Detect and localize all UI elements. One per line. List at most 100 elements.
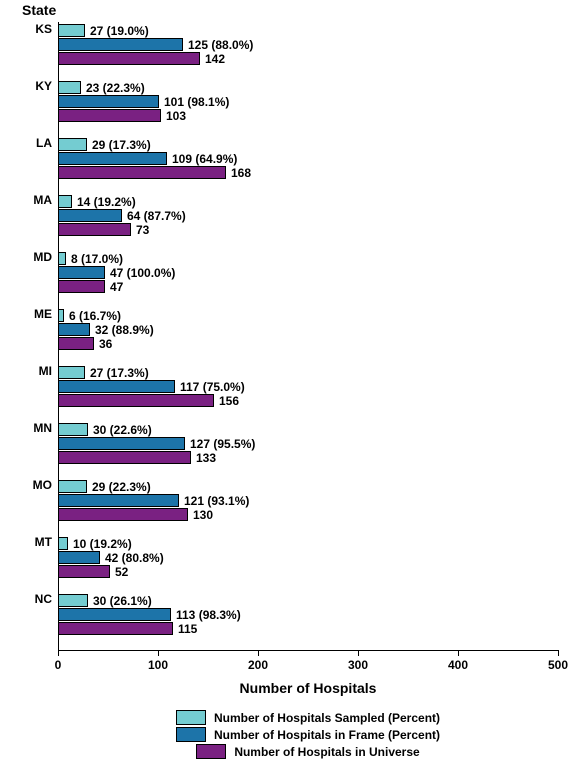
- bar-frame: [58, 38, 183, 51]
- x-tick: [358, 650, 359, 656]
- bar-label: 113 (98.3%): [176, 608, 241, 622]
- legend-label: Number of Hospitals Sampled (Percent): [214, 711, 440, 725]
- bar-universe: [58, 508, 188, 521]
- bar-frame: [58, 608, 171, 621]
- bar-label: 30 (26.1%): [93, 594, 152, 608]
- bar-label: 8 (17.0%): [71, 252, 123, 266]
- bar-label: 30 (22.6%): [93, 423, 152, 437]
- x-tick: [458, 650, 459, 656]
- bar-sampled: [58, 423, 88, 436]
- bar-label: 121 (93.1%): [184, 494, 249, 508]
- bar-sampled: [58, 537, 68, 550]
- x-axis-line: [58, 650, 558, 651]
- x-tick-label: 500: [538, 658, 578, 672]
- x-tick-label: 400: [438, 658, 478, 672]
- bar-label: 27 (17.3%): [90, 366, 149, 380]
- y-axis-line: [58, 22, 59, 650]
- bar-label: 109 (64.9%): [172, 152, 237, 166]
- bar-sampled: [58, 138, 87, 151]
- bar-frame: [58, 494, 179, 507]
- bar-frame: [58, 437, 185, 450]
- bar-label: 29 (17.3%): [92, 138, 151, 152]
- state-label: LA: [36, 136, 52, 150]
- bar-sampled: [58, 24, 85, 37]
- x-tick: [258, 650, 259, 656]
- bar-sampled: [58, 594, 88, 607]
- bar-label: 14 (19.2%): [77, 195, 136, 209]
- bar-label: 47 (100.0%): [110, 266, 175, 280]
- state-label: KY: [35, 79, 52, 93]
- bar-universe: [58, 166, 226, 179]
- bar-universe: [58, 394, 214, 407]
- x-tick: [158, 650, 159, 656]
- legend-item: Number of Hospitals in Frame (Percent): [58, 727, 558, 742]
- x-tick-label: 100: [138, 658, 178, 672]
- legend-swatch: [176, 727, 206, 742]
- state-label: MO: [33, 478, 52, 492]
- state-label: MN: [33, 421, 52, 435]
- state-label: MT: [35, 535, 52, 549]
- bar-label: 32 (88.9%): [95, 323, 154, 337]
- bar-label: 101 (98.1%): [164, 95, 229, 109]
- legend-label: Number of Hospitals in Frame (Percent): [214, 728, 440, 742]
- bar-label: 42 (80.8%): [105, 551, 164, 565]
- bar-universe: [58, 337, 94, 350]
- bar-sampled: [58, 366, 85, 379]
- bar-frame: [58, 380, 175, 393]
- x-tick: [58, 650, 59, 656]
- bar-label: 23 (22.3%): [86, 81, 145, 95]
- bar-universe: [58, 52, 200, 65]
- bar-label: 142: [205, 52, 225, 66]
- bar-label: 125 (88.0%): [188, 38, 253, 52]
- state-label: MI: [39, 364, 52, 378]
- bar-universe: [58, 565, 110, 578]
- bar-label: 133: [196, 451, 216, 465]
- state-label: MA: [33, 193, 52, 207]
- x-axis-title: Number of Hospitals: [58, 680, 558, 696]
- bar-frame: [58, 209, 122, 222]
- legend-item: Number of Hospitals Sampled (Percent): [58, 710, 558, 725]
- bar-label: 64 (87.7%): [127, 209, 186, 223]
- legend-label: Number of Hospitals in Universe: [234, 745, 419, 759]
- bar-label: 156: [219, 394, 239, 408]
- bar-sampled: [58, 81, 81, 94]
- bar-label: 52: [115, 565, 128, 579]
- bar-universe: [58, 451, 191, 464]
- bar-frame: [58, 95, 159, 108]
- bar-label: 47: [110, 280, 123, 294]
- bar-label: 117 (75.0%): [180, 380, 245, 394]
- state-label: MD: [33, 250, 52, 264]
- bar-frame: [58, 323, 90, 336]
- bar-sampled: [58, 252, 66, 265]
- legend-swatch: [176, 710, 206, 725]
- x-tick: [558, 650, 559, 656]
- legend: Number of Hospitals Sampled (Percent) Num…: [58, 708, 558, 761]
- bar-frame: [58, 551, 100, 564]
- bar-frame: [58, 266, 105, 279]
- bar-label: 6 (16.7%): [69, 309, 121, 323]
- bar-frame: [58, 152, 167, 165]
- bar-label: 130: [193, 508, 213, 522]
- state-label: KS: [35, 22, 52, 36]
- bar-universe: [58, 223, 131, 236]
- bar-sampled: [58, 480, 87, 493]
- bar-label: 36: [99, 337, 112, 351]
- bar-sampled: [58, 195, 72, 208]
- bar-label: 29 (22.3%): [92, 480, 151, 494]
- legend-item: Number of Hospitals in Universe: [58, 744, 558, 759]
- bar-label: 115: [178, 622, 197, 636]
- bar-universe: [58, 109, 161, 122]
- state-label: ME: [34, 307, 52, 321]
- bar-label: 127 (95.5%): [190, 437, 255, 451]
- legend-swatch: [196, 744, 226, 759]
- bar-label: 10 (19.2%): [73, 537, 132, 551]
- bar-label: 27 (19.0%): [90, 24, 149, 38]
- x-tick-label: 200: [238, 658, 278, 672]
- bar-label: 103: [166, 109, 186, 123]
- state-label: NC: [35, 592, 52, 606]
- bar-universe: [58, 622, 173, 635]
- y-axis-title: State: [22, 2, 56, 18]
- bar-universe: [58, 280, 105, 293]
- x-tick-label: 300: [338, 658, 378, 672]
- bar-label: 73: [136, 223, 149, 237]
